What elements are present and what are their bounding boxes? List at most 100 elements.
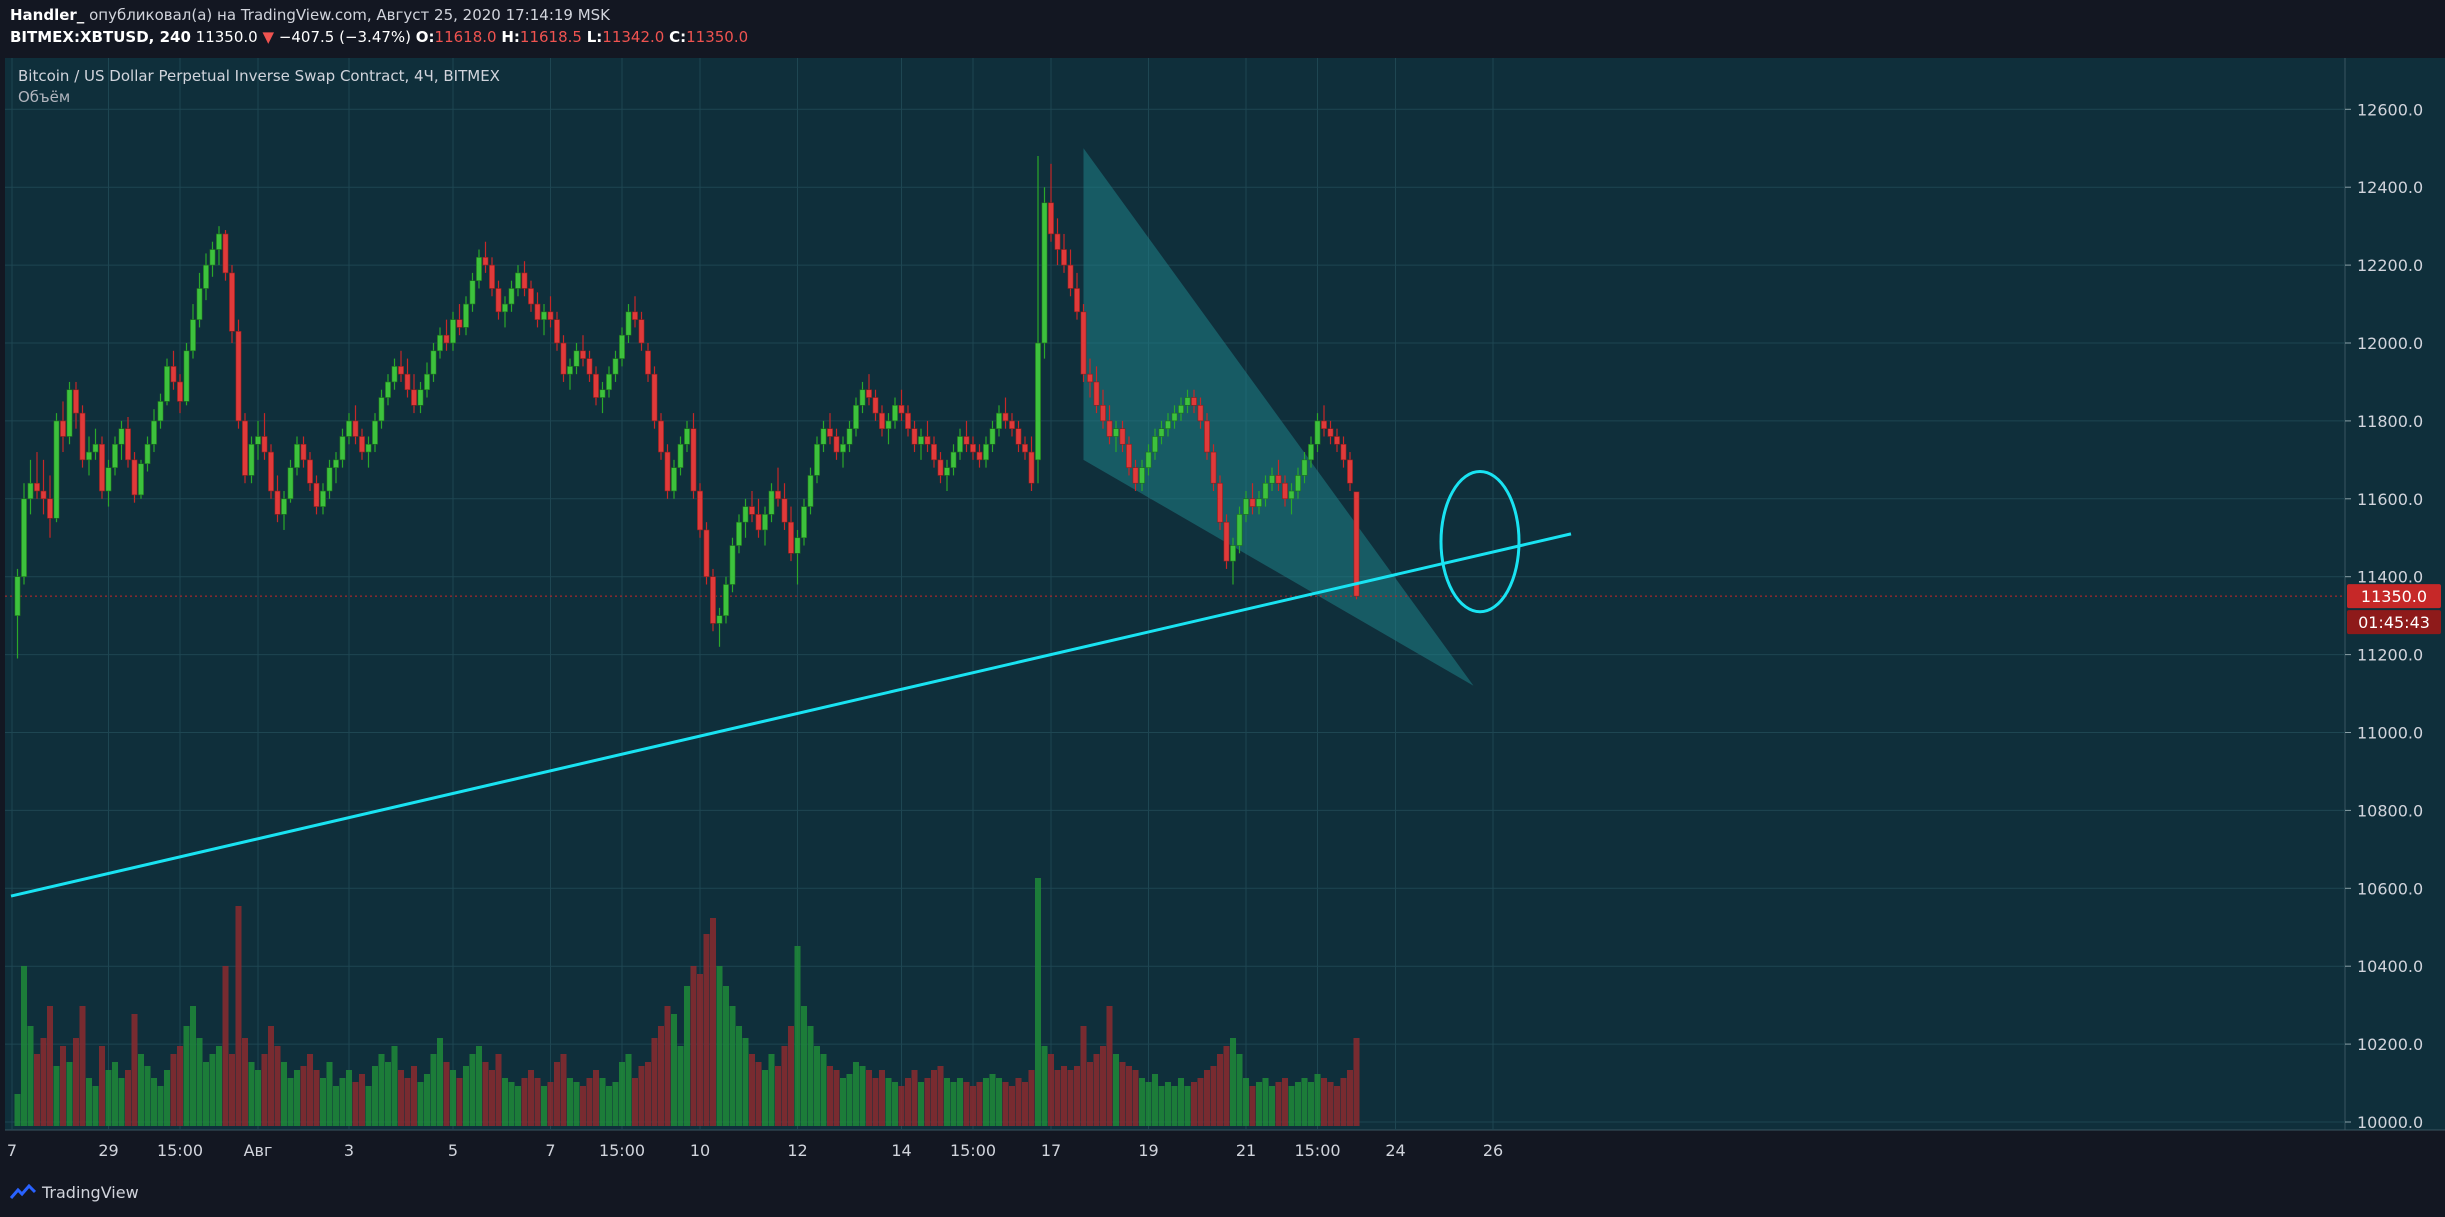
volume-bar [482,1062,489,1126]
volume-bar [703,934,710,1126]
candle-body [723,584,729,616]
candle-body [892,405,898,422]
candle-body [320,490,326,507]
candle-body [261,436,268,453]
volume-bar [989,1074,996,1126]
volume-bar [320,1078,326,1126]
volume-bar [1145,1082,1152,1126]
candle-body [92,443,99,453]
volume-bar [528,1070,534,1126]
candle-body [983,443,989,461]
candle-body [567,366,573,375]
candle-body [391,366,398,383]
candle-body [632,311,638,320]
candle-body [1132,467,1139,484]
volume-bar [1015,1078,1022,1126]
highlight-circle [1439,470,1521,614]
volume-bar [723,986,729,1126]
volume-bar [1035,878,1041,1126]
candle-body [125,428,131,461]
candle-body [60,420,66,437]
volume-bar [1139,1078,1145,1126]
volume-bar [346,1070,352,1126]
volume-bar [794,946,801,1126]
volume-bar [775,1066,781,1126]
publisher-name[interactable]: Handler_ [10,6,85,24]
candle-body [287,467,294,500]
tradingview-brand[interactable]: TradingView [42,1183,139,1202]
volume-bar [957,1078,963,1126]
volume-bar [573,1082,580,1126]
candle-body [1217,482,1223,523]
volume-bar [1223,1046,1230,1126]
volume-bar [1067,1070,1074,1126]
candlestick-chart[interactable]: 10000.0 10200.0 10400.0 10600.0 10800.0 11000… [0,58,2445,1167]
candle-body [105,467,112,492]
volume-bar [853,1062,859,1126]
volume-bar [924,1078,931,1126]
candle-body [944,467,950,476]
candle-body [736,521,742,546]
candle-body [359,436,365,453]
candle-body [560,342,567,375]
wedge-pattern [1083,148,1474,686]
volume-bar [781,1046,788,1126]
candle-body [294,443,300,468]
candle-body [339,436,346,461]
volume-bar [79,1006,86,1126]
volume-bar [326,1062,333,1126]
volume-bar [762,1070,768,1126]
volume-bar [684,986,690,1126]
candle-body [1308,443,1314,461]
volume-bar [1048,1054,1054,1126]
symbol-label: BITMEX:XBTUSD, 240 [10,28,191,46]
candle-body [118,428,125,445]
volume-bar [229,1054,235,1126]
volume-bar [593,1070,599,1126]
volume-bar [1282,1078,1288,1126]
candle-body [190,319,196,352]
candle-body [573,350,580,367]
candle-body [235,331,242,422]
candle-body [385,381,391,398]
candle-body [326,467,333,492]
volume-bar [391,1046,398,1126]
candle-body [333,459,339,468]
time-tick-label: 15:00 [599,1141,645,1160]
volume-bar [1165,1082,1171,1126]
candle-body [151,420,157,445]
candle-body [209,249,216,266]
candle-body [1249,498,1256,507]
candle-body [183,350,190,402]
price-tick-label: 11400.0 [2357,568,2423,587]
volume-bar [879,1070,885,1126]
volume-bar [1275,1082,1282,1126]
volume-bar [1178,1078,1184,1126]
candle-body [1048,202,1054,235]
volume-bar [118,1078,125,1126]
close-value: 11350.0 [686,28,749,46]
volume-bar [560,1054,567,1126]
candle-body [1067,264,1074,289]
volume-bar [151,1078,157,1126]
volume-bar [963,1082,970,1126]
candle-body [1269,475,1275,484]
candle-body [788,521,794,554]
chart-area[interactable]: 10000.0 10200.0 10400.0 10600.0 10800.0 11000… [0,58,2445,1167]
volume-bar [1132,1070,1139,1126]
candle-body [879,412,885,429]
candle-body [1061,249,1067,266]
volume-bar [801,1006,807,1126]
volume-bar [1262,1078,1269,1126]
volume-bar [1334,1086,1340,1126]
volume-bar [209,1054,216,1126]
chart-legend: Bitcoin / US Dollar Perpetual Inverse Sw… [18,66,500,108]
volume-bar [125,1070,131,1126]
candle-body [1197,405,1204,422]
candle-body [885,420,892,429]
time-tick-label: Авг [244,1141,273,1160]
candle-body [164,366,170,402]
volume-bar [60,1046,66,1126]
candle-body [378,397,385,422]
candle-body [775,490,781,500]
